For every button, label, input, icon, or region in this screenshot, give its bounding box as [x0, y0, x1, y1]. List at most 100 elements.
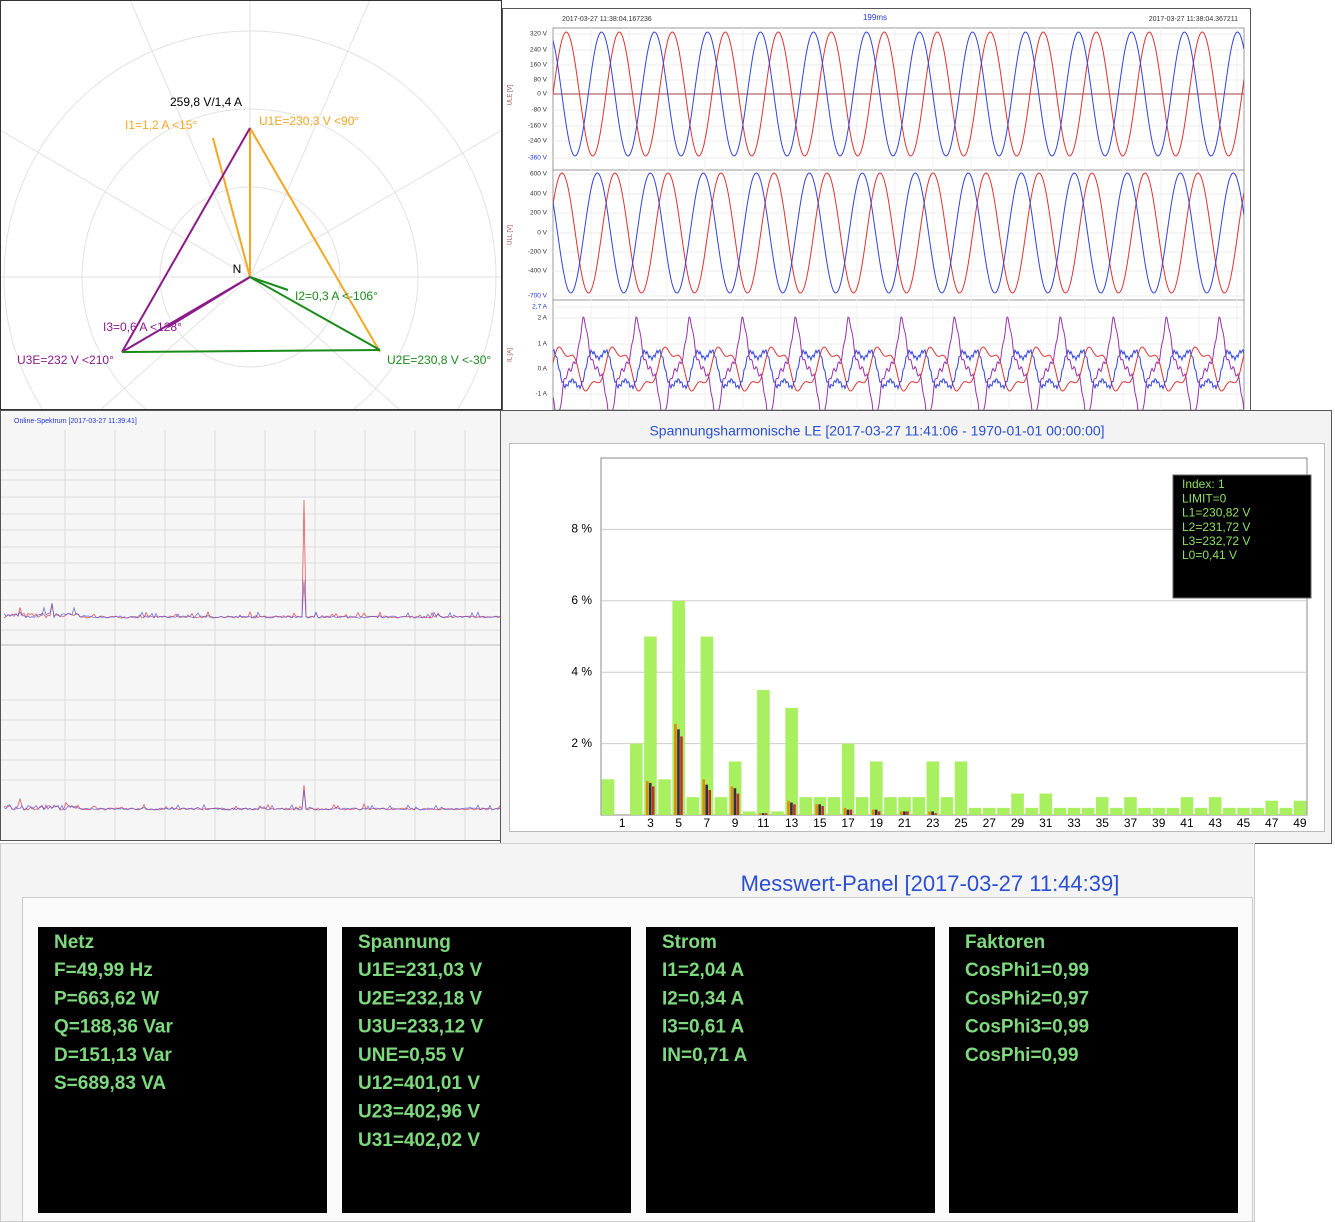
bar	[1223, 807, 1236, 815]
bar	[1208, 797, 1222, 815]
tooltip-box	[1172, 474, 1312, 599]
bar	[912, 797, 926, 815]
bar	[900, 811, 903, 815]
y-tick-label: 240 V	[530, 47, 548, 54]
i1-vector	[212, 137, 251, 278]
bar	[874, 809, 878, 815]
bar	[898, 797, 911, 815]
bar	[934, 813, 937, 815]
y-tick-label: -80 V	[531, 107, 547, 114]
spectrum-trace	[3, 579, 500, 619]
bar	[1081, 807, 1095, 815]
x-tick-label: 23	[926, 816, 940, 830]
bar	[903, 811, 906, 815]
box-value: I2=0,34 A	[662, 988, 744, 1009]
bar	[931, 811, 934, 815]
bar	[761, 813, 765, 815]
box-value: UNE=0,55 V	[358, 1045, 464, 1066]
u2e-vector	[249, 276, 381, 351]
bar	[1095, 797, 1109, 815]
bar	[843, 807, 847, 815]
bar	[674, 723, 677, 815]
x-tick-label: 45	[1237, 816, 1251, 830]
bar	[645, 781, 649, 815]
phasor-label: U3E=232 V <210°	[17, 353, 114, 367]
box-value: S=689,83 VA	[54, 1073, 166, 1094]
bar	[1265, 800, 1279, 815]
box-value: F=49,99 Hz	[54, 960, 153, 981]
voltage-curve	[553, 172, 1244, 294]
bar	[954, 761, 968, 815]
box-value: CosPhi=0,99	[965, 1045, 1079, 1066]
value-box	[949, 927, 1238, 1213]
spectrum-layer: Online-Spektrum [2017-03-27 11:39:41]	[1, 418, 500, 840]
value-box	[38, 927, 327, 1213]
bar	[928, 811, 931, 815]
box-value: P=663,62 W	[54, 988, 159, 1009]
x-tick-label: 3	[647, 816, 654, 830]
spectrum-window	[0, 410, 501, 841]
phasor-label: U2E=230,8 V <-30°	[387, 353, 491, 367]
bar	[1039, 793, 1053, 815]
y-tick-label: 1 A	[538, 341, 548, 348]
grid-ray	[100, 276, 251, 409]
bar	[1053, 807, 1067, 815]
bar	[708, 790, 711, 815]
bar	[758, 813, 762, 815]
y-tick-label: 320 V	[530, 31, 548, 38]
bar	[841, 743, 855, 815]
bar	[926, 761, 940, 815]
x-tick-label: 35	[1096, 816, 1110, 830]
current-curve	[553, 348, 1244, 391]
bar	[705, 784, 708, 815]
box-heading: Spannung	[358, 932, 451, 953]
x-tick-label: 11	[757, 816, 770, 830]
x-tick-label: 37	[1124, 816, 1138, 830]
bar	[785, 707, 798, 815]
tooltip-line: L1=230,82 V	[1182, 506, 1250, 520]
x-tick-label: 15	[813, 816, 827, 830]
value-box	[342, 927, 631, 1213]
x-tick-label: 13	[785, 816, 799, 830]
x-tick-label: 29	[1011, 816, 1025, 830]
box-value: U1E=231,03 V	[358, 960, 482, 981]
panel-title: Messwert-Panel [2017-03-27 11:44:39]	[741, 871, 1120, 896]
y-tick-label: 2 %	[571, 736, 592, 750]
x-tick-label: 41	[1180, 816, 1194, 830]
bar	[1237, 807, 1250, 815]
x-tick-label: 5	[675, 816, 682, 830]
y-tick-label: 400 V	[530, 191, 548, 198]
y-tick-label: -200 V	[528, 249, 548, 256]
y-tick-label: 6 %	[571, 593, 592, 607]
y-tick-label: 80 V	[534, 77, 548, 84]
bar	[680, 736, 683, 815]
phasor-label: U1E=230,3 V <90°	[259, 114, 359, 128]
grid-ray	[1, 130, 251, 278]
tooltip-line: L2=231,72 V	[1182, 520, 1250, 534]
y-tick-label: -700 V	[528, 293, 548, 300]
x-tick-label: 1	[619, 816, 626, 830]
bar	[1166, 807, 1180, 815]
bar	[702, 779, 705, 815]
bar	[686, 797, 700, 815]
x-tick-label: 9	[732, 816, 739, 830]
y-tick-label: 0 A	[538, 366, 548, 373]
phasor-label: I3=0,6 A <128°	[103, 320, 182, 334]
bar	[764, 813, 768, 815]
bar	[736, 793, 740, 815]
phasor-vectors	[121, 127, 381, 353]
bar	[815, 804, 818, 815]
x-tick-label: 31	[1039, 816, 1053, 830]
i2-vector	[249, 276, 289, 291]
box-value: U3U=233,12 V	[358, 1017, 483, 1038]
bar	[771, 811, 784, 815]
grid-ray	[249, 276, 400, 409]
u1-u2-line	[249, 127, 381, 353]
x-tick-label: 25	[954, 816, 968, 830]
grid-ray	[249, 130, 501, 278]
bar	[827, 797, 841, 815]
bar	[1152, 807, 1166, 815]
y-tick-label: 2,7 A	[532, 304, 547, 311]
x-tick-label: 49	[1293, 816, 1307, 830]
